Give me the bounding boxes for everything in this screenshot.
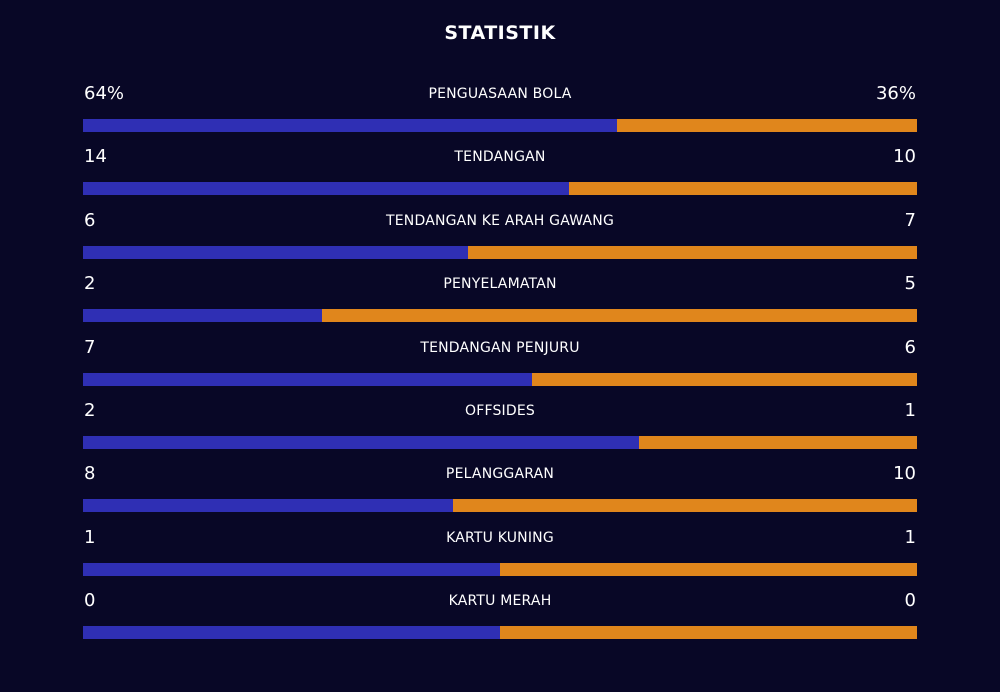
- home-value: 2: [84, 399, 96, 421]
- stat-bar: [83, 182, 917, 196]
- away-value: 1: [904, 526, 916, 548]
- stat-row-shots-on-target: 6 TENDANGAN KE ARAH GAWANG 7: [83, 209, 917, 272]
- home-value: 1: [84, 526, 96, 548]
- away-bar-segment: [468, 245, 917, 259]
- home-bar-segment: [83, 435, 640, 449]
- stat-row-ball-possession: 64% PENGUASAAN BOLA 36%: [83, 82, 917, 145]
- home-bar-segment: [83, 182, 570, 196]
- away-value: 1: [904, 399, 916, 421]
- stat-row-offsides: 2 OFFSIDES 1: [83, 399, 917, 462]
- home-value: 64%: [84, 83, 125, 104]
- stat-row-shots: 14 TENDANGAN 10: [83, 145, 917, 208]
- stat-header: 2 OFFSIDES 1: [83, 399, 917, 423]
- away-value: 6: [904, 336, 916, 358]
- away-bar-segment: [500, 626, 917, 640]
- stats-title: STATISTIK: [444, 22, 556, 44]
- stat-row-red-cards: 0 KARTU MERAH 0: [83, 589, 917, 652]
- stats-list: 64% PENGUASAAN BOLA 36% 14 TENDANGAN 1 0 …: [83, 82, 917, 653]
- stat-label: TENDANGAN KE ARAH GAWANG: [385, 212, 614, 229]
- home-bar-segment: [83, 372, 532, 386]
- home-value: 8: [84, 463, 96, 485]
- stat-bar: [83, 499, 917, 513]
- stat-header: 14 TENDANGAN 10: [83, 145, 917, 169]
- away-bar-segment: [531, 372, 917, 386]
- stat-label: PELANGGARAN: [445, 466, 555, 483]
- away-value: 5: [904, 273, 916, 295]
- away-bar-segment: [569, 182, 917, 196]
- stat-header: 8 PELANGGARAN 10: [83, 462, 917, 486]
- stat-bar: [83, 562, 917, 576]
- away-value: 10: [893, 463, 916, 485]
- away-value: 0: [904, 590, 916, 612]
- stat-bar: [83, 435, 917, 449]
- stat-label: PENGUASAAN BOLA: [428, 86, 572, 102]
- away-value: 36%: [875, 83, 916, 104]
- stat-row-yellow-cards: 1 KARTU KUNING 1: [83, 526, 917, 589]
- away-bar-segment: [500, 562, 917, 576]
- home-value: 6: [84, 209, 96, 231]
- away-bar-segment: [453, 499, 917, 513]
- stat-bar: [83, 245, 917, 259]
- stat-label: KARTU MERAH: [448, 593, 552, 610]
- stat-header: 64% PENGUASAAN BOLA 36%: [83, 82, 917, 106]
- stat-bar: [83, 626, 917, 640]
- stat-header: 7 TENDANGAN PENJURU 6: [83, 336, 917, 360]
- away-bar-segment: [321, 309, 917, 323]
- away-bar-segment: [639, 435, 917, 449]
- stat-row-corners: 7 TENDANGAN PENJURU 6: [83, 336, 917, 399]
- away-value: 7: [904, 209, 916, 231]
- stat-label: TENDANGAN PENJURU: [420, 339, 580, 356]
- home-bar-segment: [83, 119, 617, 132]
- home-bar-segment: [83, 245, 469, 259]
- home-bar-segment: [83, 626, 500, 640]
- stat-bar: [83, 372, 917, 386]
- stat-row-saves: 2 PENYELAMATAN 5: [83, 272, 917, 335]
- home-bar-segment: [83, 562, 500, 576]
- home-value: 0: [84, 590, 96, 612]
- home-value: 7: [84, 336, 96, 358]
- stat-label: KARTU KUNING: [446, 529, 554, 546]
- stat-bar: [83, 309, 917, 323]
- stat-header: 2 PENYELAMATAN 5: [83, 272, 917, 296]
- stat-header: 1 KARTU KUNING 1: [83, 526, 917, 550]
- away-bar-segment: [616, 119, 917, 132]
- stat-header: 6 TENDANGAN KE ARAH GAWANG 7: [83, 209, 917, 233]
- home-value: 14: [84, 146, 107, 168]
- stat-label: OFFSIDES: [464, 402, 535, 419]
- stat-row-fouls: 8 PELANGGARAN 10: [83, 462, 917, 525]
- stat-label: TENDANGAN: [454, 149, 546, 166]
- stat-label: PENYELAMATAN: [443, 276, 557, 293]
- home-value: 2: [84, 273, 96, 295]
- home-bar-segment: [83, 309, 322, 323]
- away-value: 10: [893, 146, 916, 168]
- home-bar-segment: [83, 499, 454, 513]
- stat-header: 0 KARTU MERAH 0: [83, 589, 917, 613]
- stat-bar: [83, 119, 917, 132]
